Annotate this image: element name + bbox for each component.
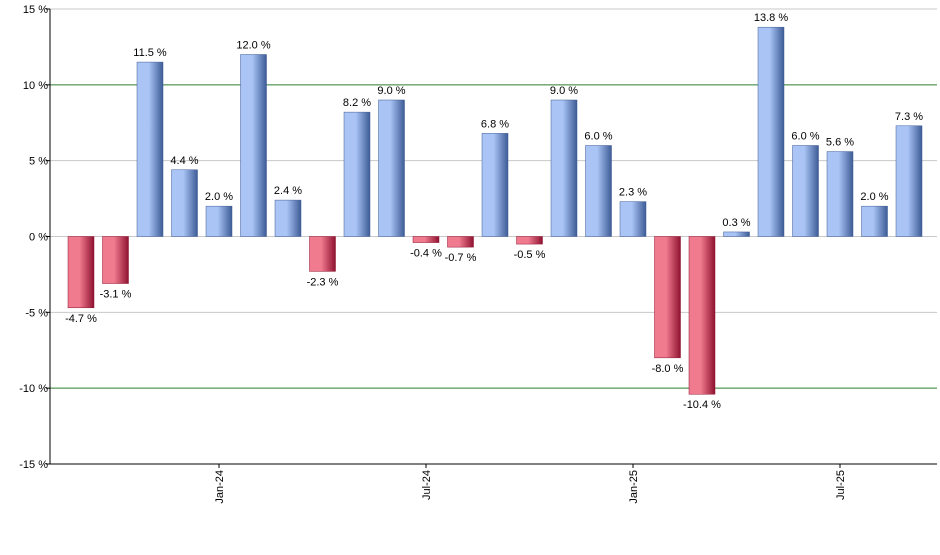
data-label: -3.1 %	[100, 289, 132, 301]
bar-negative	[412, 236, 440, 243]
bar-positive	[619, 201, 647, 237]
data-label: 2.0 %	[205, 191, 233, 203]
bar-positive	[861, 205, 888, 237]
bar-positive	[481, 133, 509, 237]
data-label: -10.4 %	[683, 399, 721, 411]
x-tick-label: Jan-25	[628, 470, 640, 504]
bar-negative	[516, 236, 543, 245]
y-tick-label: 5 %	[29, 156, 48, 168]
bar-positive	[274, 199, 302, 237]
data-label: 11.5 %	[133, 47, 167, 59]
bar-positive	[826, 151, 854, 237]
bar-positive	[585, 145, 612, 237]
data-label: 12.0 %	[236, 40, 270, 52]
data-label: -0.7 %	[445, 252, 477, 264]
bar-negative	[309, 236, 336, 272]
y-tick-label: -15 %	[19, 459, 48, 471]
bar-positive	[757, 26, 785, 237]
data-label: 6.8 %	[481, 118, 509, 130]
data-label: 5.6 %	[826, 137, 854, 149]
bar-negative	[654, 236, 681, 359]
y-tick-label: -5 %	[25, 307, 48, 319]
bar-positive	[378, 99, 405, 237]
bar-negative	[688, 236, 716, 395]
data-label: 2.4 %	[274, 185, 302, 197]
bar-positive	[136, 61, 164, 237]
x-tick-label: Jul-24	[421, 470, 433, 500]
y-tick-label: 0 %	[29, 232, 48, 244]
data-label: 4.4 %	[170, 155, 198, 167]
y-tick-label: 10 %	[23, 80, 48, 92]
bar-positive	[343, 111, 371, 237]
bars	[67, 26, 923, 395]
bar-negative	[102, 236, 129, 284]
data-label: 2.3 %	[619, 187, 647, 199]
data-label: 2.0 %	[860, 191, 888, 203]
data-label: -0.4 %	[410, 248, 442, 260]
bar-positive	[171, 169, 198, 237]
x-tick-label: Jul-25	[835, 470, 847, 500]
x-tick-label: Jan-24	[214, 470, 226, 504]
bar-positive	[240, 54, 267, 237]
bar-positive	[550, 99, 578, 237]
bar-negative	[447, 236, 474, 248]
data-label: -2.3 %	[307, 276, 339, 288]
data-label: 6.0 %	[791, 131, 819, 143]
bar-positive	[205, 205, 233, 237]
data-label: 6.0 %	[584, 131, 612, 143]
data-labels: -4.7 %-3.1 % 11.5 % 4.4 % 2.0 % 12.0 % 2.4 % -…	[65, 12, 923, 411]
data-label: -4.7 %	[65, 313, 97, 325]
bar-positive	[723, 231, 750, 237]
data-label: 8.2 %	[343, 97, 371, 109]
data-label: -8.0 %	[652, 363, 684, 375]
y-tick-label: 15 %	[23, 4, 48, 16]
axes: 15 % 10 % 5 % 0 % -5 % -10 % -15 % Jan-24 Jul-24…	[19, 4, 937, 504]
data-label: 13.8 %	[754, 12, 788, 24]
data-label: 7.3 %	[895, 111, 923, 123]
data-label: -0.5 %	[514, 249, 546, 261]
bar-negative	[67, 236, 95, 309]
data-label: 0.3 %	[722, 217, 750, 229]
bar-positive	[792, 145, 819, 237]
y-tick-label: -10 %	[19, 383, 48, 395]
data-label: 9.0 %	[377, 85, 405, 97]
data-label: 9.0 %	[550, 85, 578, 97]
bar-positive	[895, 125, 923, 237]
